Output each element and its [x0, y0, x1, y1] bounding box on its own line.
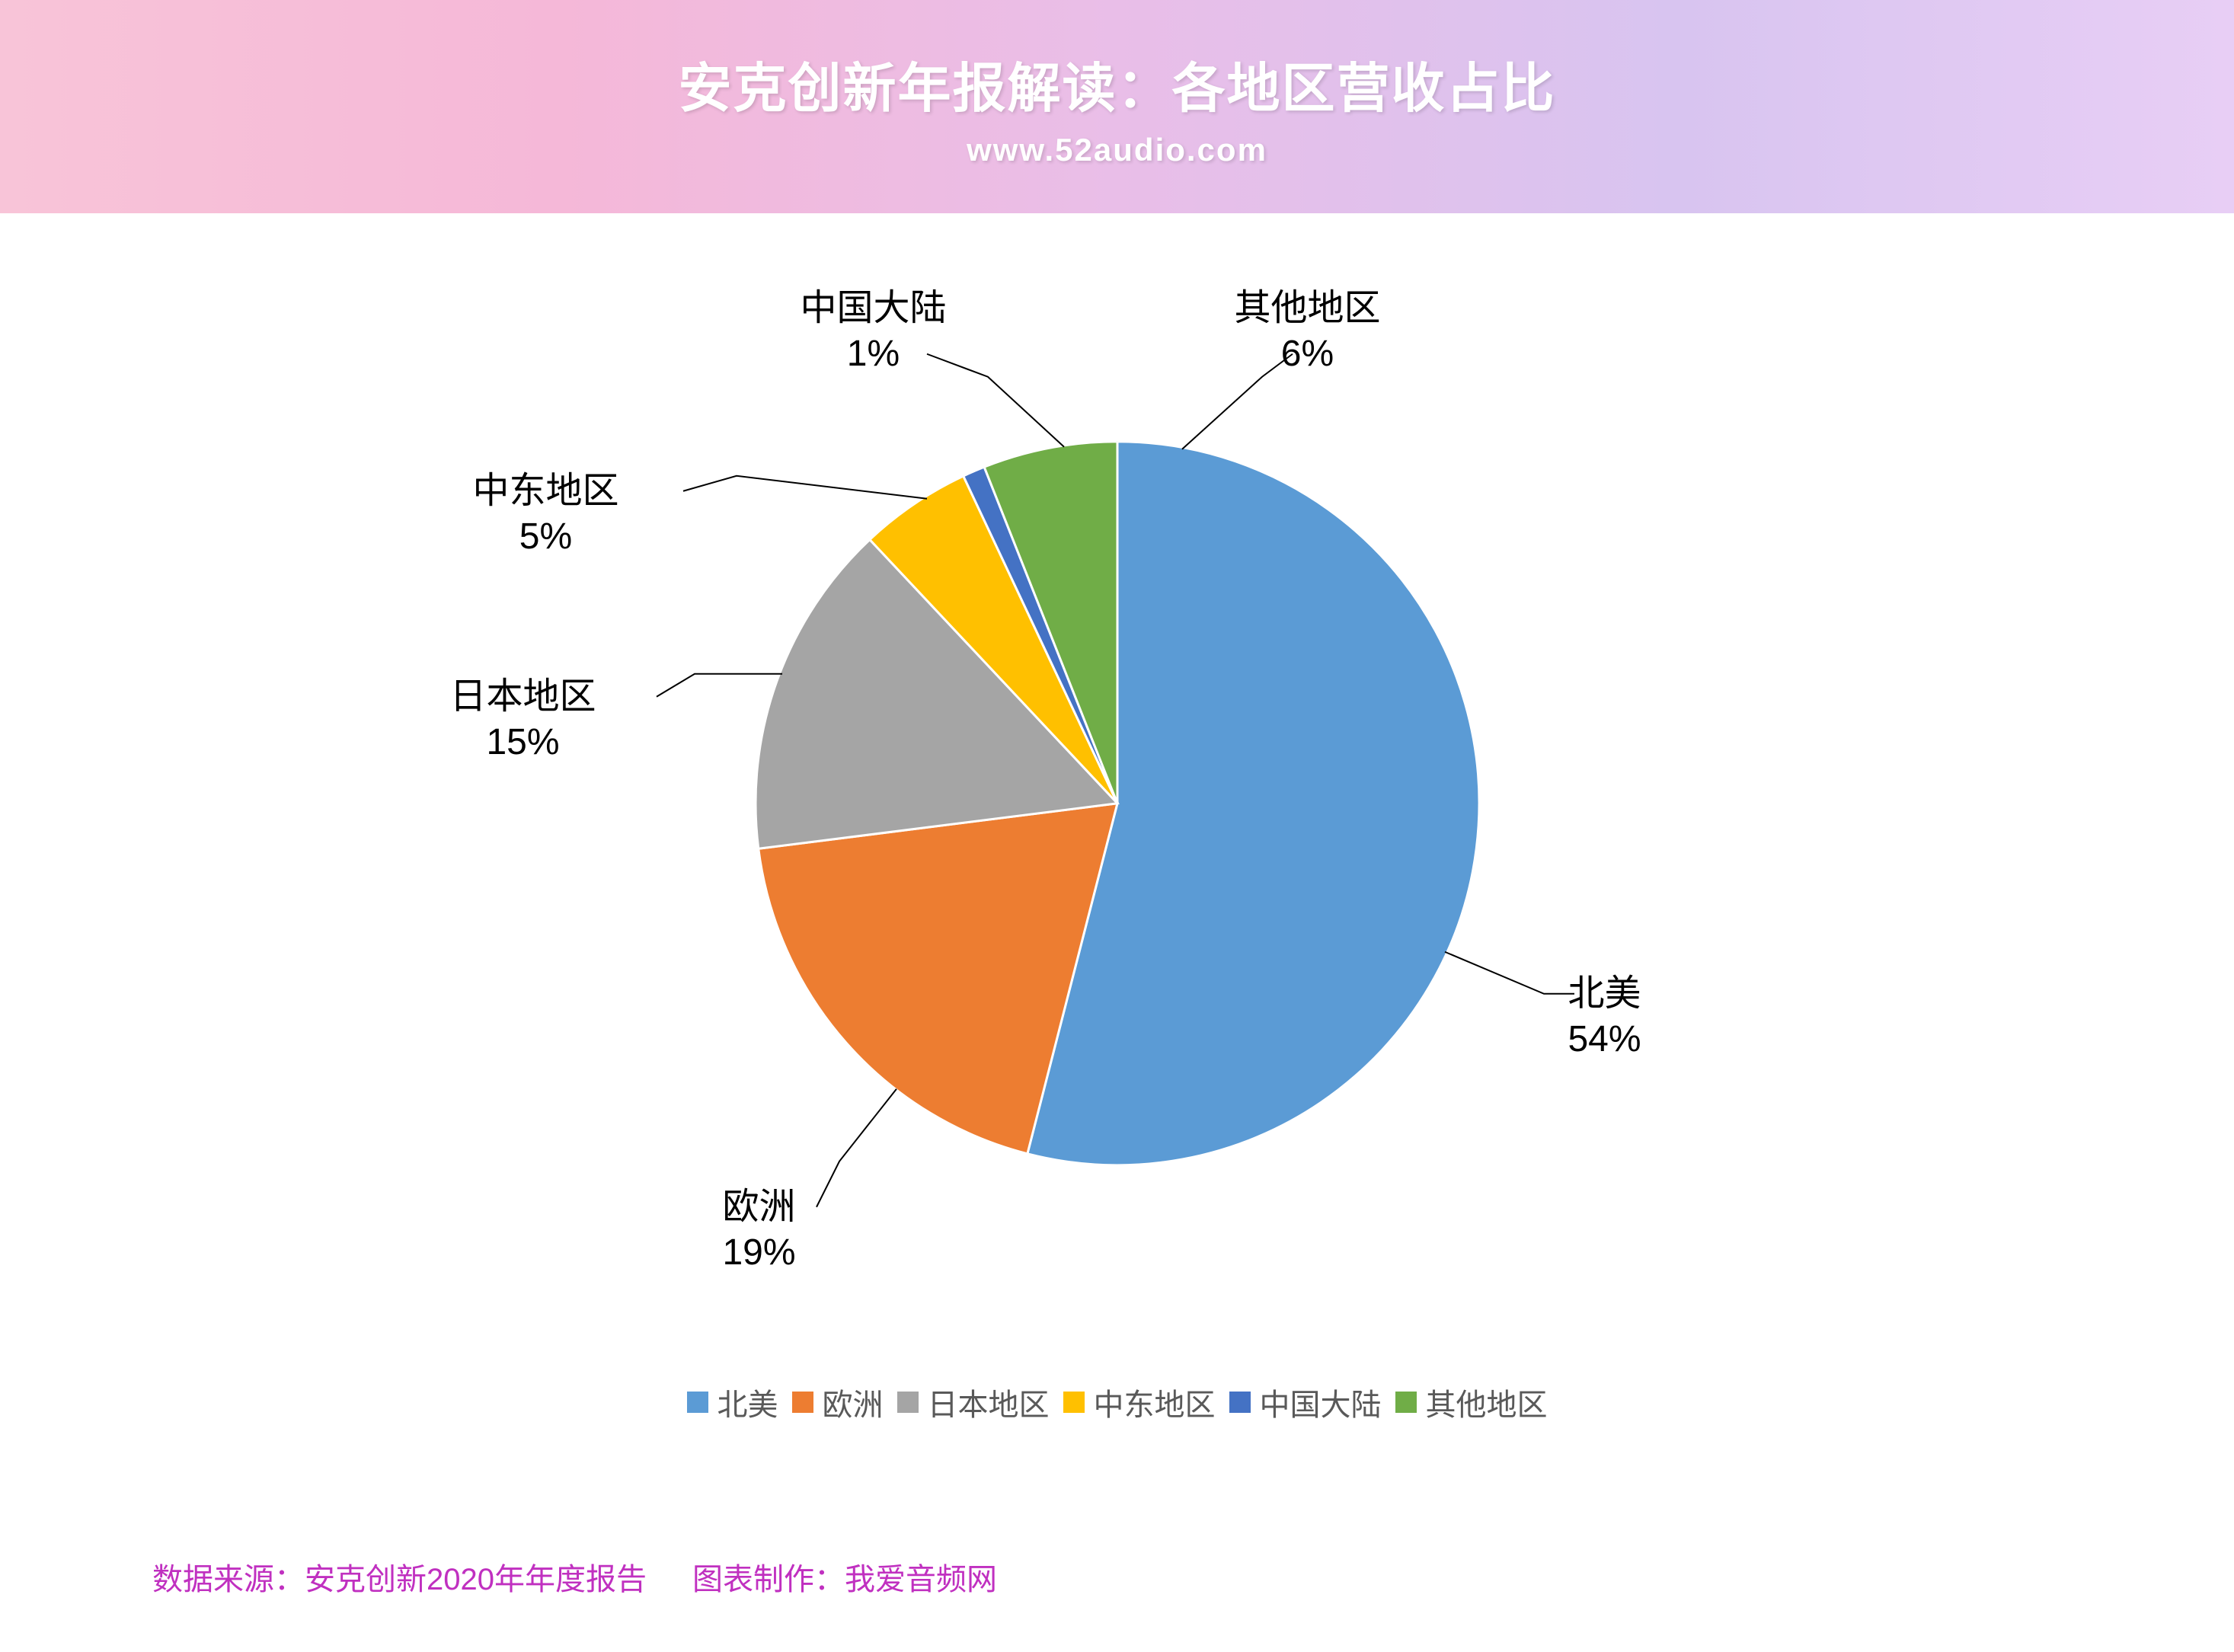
slice-label-pct: 5% — [472, 514, 618, 560]
legend-swatch — [897, 1392, 919, 1413]
chart-maker: 图表制作：我爱音频网 — [692, 1555, 997, 1599]
legend-label: 欧洲 — [823, 1380, 884, 1424]
data-source: 数据来源：安克创新2020年年度报告 — [152, 1555, 647, 1599]
slice-label: 中国大陆1% — [800, 286, 946, 377]
legend-swatch — [1063, 1392, 1085, 1413]
legend-label: 中国大陆 — [1260, 1380, 1382, 1424]
legend-item: 中东地区 — [1063, 1380, 1216, 1424]
slice-label-name: 欧洲 — [722, 1184, 795, 1230]
slice-label: 其他地区6% — [1234, 286, 1380, 377]
maker-label: 图表制作： — [692, 1563, 845, 1596]
slice-label-pct: 54% — [1568, 1017, 1641, 1062]
legend-label: 其他地区 — [1426, 1380, 1548, 1424]
legend-swatch — [1229, 1392, 1251, 1413]
page-subtitle: www.52audio.com — [967, 132, 1267, 168]
slice-label: 欧洲19% — [722, 1184, 795, 1276]
pie-container: 北美54%欧洲19%日本地区15%中东地区5%中国大陆1%其他地区6% — [756, 442, 1479, 1169]
slice-label-pct: 19% — [722, 1230, 795, 1276]
footer-credits: 数据来源：安克创新2020年年度报告 图表制作：我爱音频网 — [152, 1555, 997, 1599]
legend-label: 北美 — [718, 1380, 778, 1424]
slice-label: 中东地区5% — [472, 468, 618, 560]
slice-label-name: 中东地区 — [472, 468, 618, 514]
maker-value: 我爱音频网 — [845, 1563, 997, 1596]
source-label: 数据来源： — [152, 1563, 305, 1596]
legend-item: 北美 — [687, 1380, 778, 1424]
slice-label: 日本地区15% — [449, 674, 596, 765]
source-value: 安克创新2020年年度报告 — [305, 1563, 647, 1596]
pie-chart — [756, 442, 1479, 1165]
legend-swatch — [687, 1392, 708, 1413]
legend-item: 其他地区 — [1395, 1380, 1548, 1424]
chart-area: 北美54%欧洲19%日本地区15%中东地区5%中国大陆1%其他地区6% 北美欧洲… — [0, 213, 2234, 1470]
legend-label: 中东地区 — [1094, 1380, 1216, 1424]
legend: 北美 欧洲日本地区中东地区中国大陆其他地区 — [687, 1380, 1548, 1424]
header-banner: 安克创新年报解读：各地区营收占比 www.52audio.com — [0, 0, 2234, 213]
slice-label: 北美54% — [1568, 971, 1641, 1062]
legend-item: 日本地区 — [897, 1380, 1050, 1424]
legend-swatch — [1395, 1392, 1417, 1413]
slice-label-name: 北美 — [1568, 971, 1641, 1017]
page-title: 安克创新年报解读：各地区营收占比 — [679, 46, 1556, 123]
legend-swatch — [792, 1392, 813, 1413]
leader-line — [927, 354, 1064, 447]
slice-label-name: 中国大陆 — [800, 286, 946, 331]
legend-item: 中国大陆 — [1229, 1380, 1382, 1424]
legend-label: 日本地区 — [928, 1380, 1050, 1424]
slice-label-pct: 15% — [449, 720, 596, 765]
slice-label-name: 日本地区 — [449, 674, 596, 720]
slice-label-name: 其他地区 — [1234, 286, 1380, 331]
slice-label-pct: 6% — [1234, 331, 1380, 377]
slice-label-pct: 1% — [800, 331, 946, 377]
legend-item: 欧洲 — [792, 1380, 884, 1424]
